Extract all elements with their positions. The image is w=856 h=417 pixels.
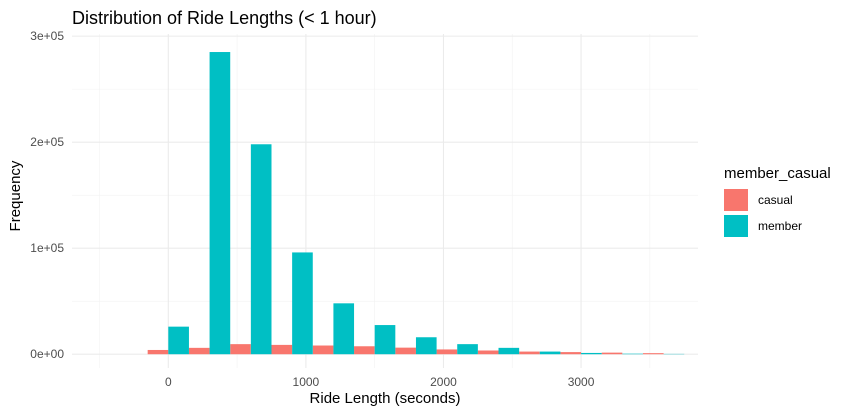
- bar-casual: [560, 352, 582, 355]
- legend-key-member: [724, 215, 748, 237]
- bar-casual: [147, 349, 169, 355]
- legend-key-casual: [724, 189, 748, 211]
- bar-member: [539, 351, 561, 355]
- legend-title: member_casual: [724, 165, 831, 182]
- bar-casual: [642, 353, 664, 355]
- legend-label-member: member: [758, 219, 802, 233]
- bar-casual: [601, 352, 623, 355]
- bar-casual: [188, 347, 210, 355]
- x-axis-title: Ride Length (seconds): [310, 390, 461, 407]
- y-tick-label: 2e+05: [30, 135, 64, 149]
- bar-member: [168, 326, 189, 355]
- bar-member: [333, 303, 355, 355]
- y-tick-label: 1e+05: [30, 241, 64, 255]
- gridlines: [72, 34, 698, 368]
- bar-casual: [312, 345, 334, 355]
- x-tick-label: 1000: [293, 375, 320, 389]
- y-tick-label: 0e+00: [30, 347, 64, 361]
- legend-label-casual: casual: [758, 193, 793, 207]
- bar-casual: [354, 346, 375, 355]
- bar-member: [209, 52, 231, 355]
- bar-casual: [271, 344, 293, 355]
- bar-member: [415, 337, 437, 355]
- bars: [147, 52, 685, 355]
- bar-casual: [230, 344, 251, 355]
- bar-member: [250, 144, 272, 355]
- legend: member_casual casual member: [724, 165, 831, 237]
- x-tick-label: 3000: [568, 375, 595, 389]
- y-axis-ticks: 0e+00 1e+05 2e+05 3e+05: [30, 29, 64, 361]
- x-tick-label: 0: [165, 375, 172, 389]
- bar-casual: [477, 350, 499, 355]
- bar-member: [581, 352, 602, 355]
- chart-title: Distribution of Ride Lengths (< 1 hour): [72, 8, 377, 28]
- y-axis-title: Frequency: [7, 160, 24, 231]
- x-tick-label: 2000: [430, 375, 457, 389]
- y-tick-label: 3e+05: [30, 29, 64, 43]
- bar-member: [292, 252, 313, 355]
- bar-member: [457, 344, 478, 355]
- bar-member: [622, 353, 643, 355]
- bar-casual: [436, 349, 458, 355]
- bar-member: [498, 347, 520, 355]
- bar-member: [374, 325, 396, 355]
- bar-casual: [519, 351, 540, 355]
- x-axis-ticks: 0 1000 2000 3000: [165, 375, 595, 389]
- bar-casual: [395, 347, 416, 355]
